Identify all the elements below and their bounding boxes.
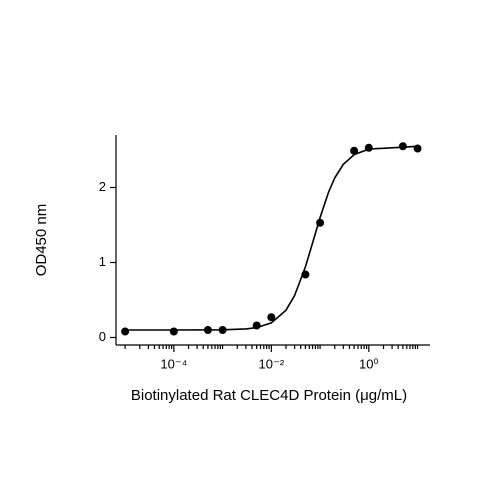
data-point xyxy=(413,144,422,153)
data-point xyxy=(316,218,325,227)
x-tick-label: 10⁻² xyxy=(259,356,285,371)
fit-curve xyxy=(125,145,418,331)
data-point xyxy=(267,313,276,322)
y-tick-label: 0 xyxy=(99,329,106,344)
y-tick-label: 1 xyxy=(99,254,106,269)
data-point xyxy=(169,327,178,336)
y-axis-title: OD450 nm xyxy=(33,204,50,277)
x-axis-title: Biotinylated Rat CLEC4D Protein (μg/mL) xyxy=(131,387,407,404)
y-tick-label: 2 xyxy=(99,179,106,194)
data-point xyxy=(364,143,373,152)
data-point xyxy=(252,321,261,330)
data-point xyxy=(350,146,359,155)
data-point xyxy=(398,142,407,151)
data-point xyxy=(301,270,310,279)
data-point xyxy=(203,326,212,334)
x-tick-label: 10⁰ xyxy=(359,356,379,371)
x-tick-label: 10⁻⁴ xyxy=(160,356,187,371)
data-point xyxy=(218,326,227,334)
data-point xyxy=(121,327,130,336)
